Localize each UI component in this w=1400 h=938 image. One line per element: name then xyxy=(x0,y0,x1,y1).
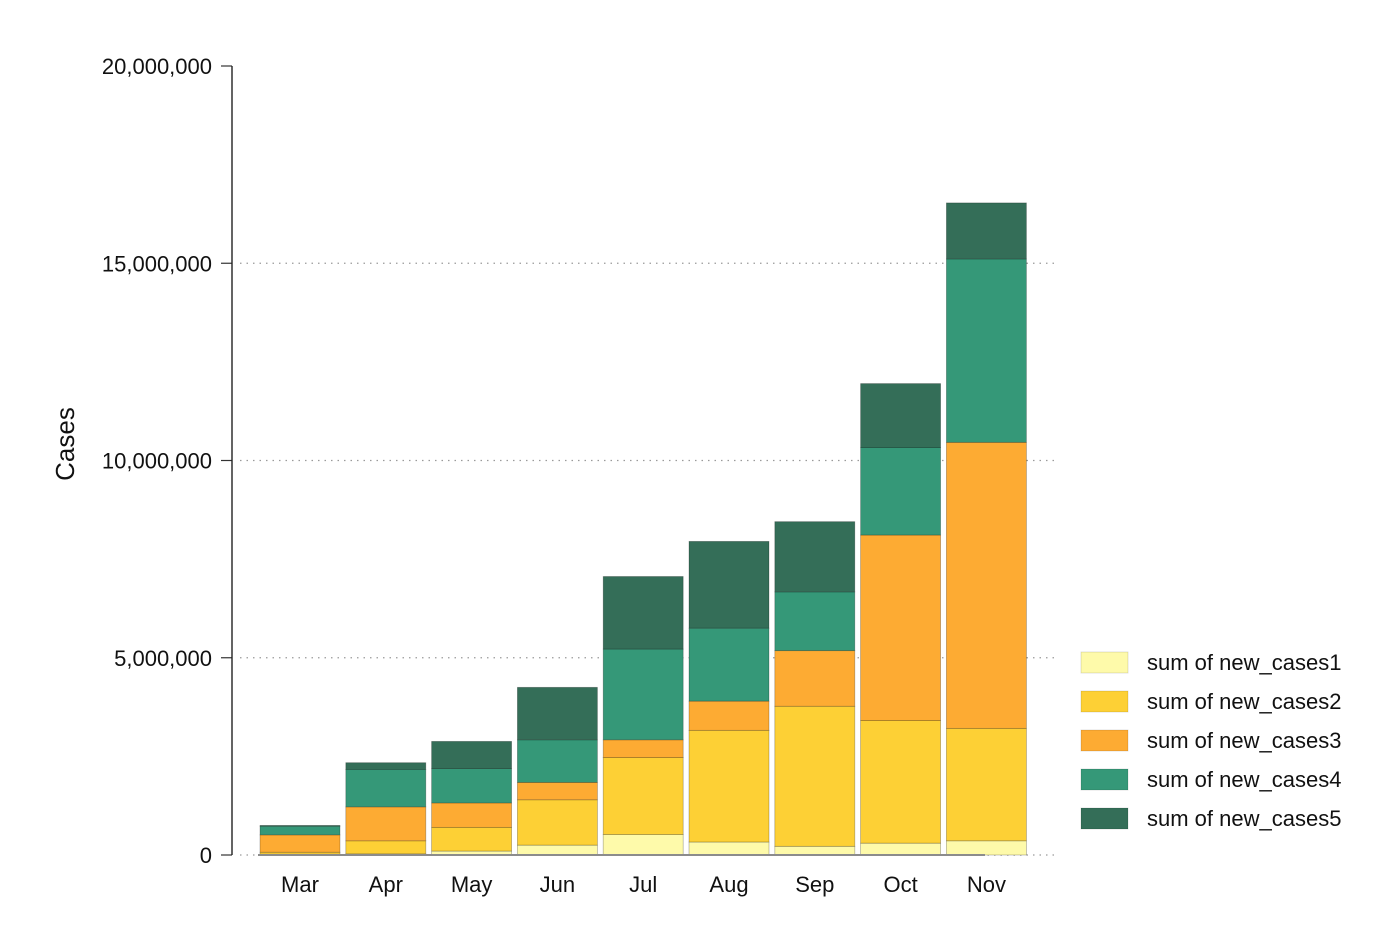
x-tick-label: Nov xyxy=(967,872,1006,897)
bar-segment-jul-series-2 xyxy=(602,757,684,835)
y-tick-label: 15,000,000 xyxy=(102,251,212,276)
bar-segment-nov-series-4 xyxy=(946,258,1027,443)
x-tick-label: May xyxy=(451,872,493,897)
bar-segment-jul-series-4 xyxy=(602,648,684,741)
y-tick-label: 10,000,000 xyxy=(102,449,212,474)
bar-segment-sep-series-1 xyxy=(774,845,856,856)
bar-segment-aug-series-2 xyxy=(688,729,770,843)
x-tick-label: Aug xyxy=(709,872,748,897)
bar-segment-nov-series-3 xyxy=(946,441,1027,729)
legend-label: sum of new_cases1 xyxy=(1147,650,1341,675)
bar-segment-nov-series-5 xyxy=(946,202,1027,260)
y-tick-label: 0 xyxy=(200,843,212,868)
bar-segment-aug-series-4 xyxy=(688,627,770,702)
y-tick-label: 20,000,000 xyxy=(102,54,212,79)
bar-segment-aug-series-1 xyxy=(688,841,770,856)
bar-segment-apr-series-5 xyxy=(345,762,427,770)
legend-swatch xyxy=(1080,807,1129,830)
bar-segment-sep-series-5 xyxy=(774,521,856,593)
bar-segment-jun-series-4 xyxy=(517,739,598,783)
x-tick-label: Apr xyxy=(369,872,403,897)
legend-label: sum of new_cases4 xyxy=(1147,767,1341,792)
bar-segment-apr-series-4 xyxy=(345,768,427,808)
legend-swatch xyxy=(1080,690,1129,713)
bar-segment-may-series-5 xyxy=(431,740,513,770)
bar-segment-jul-series-1 xyxy=(602,834,684,856)
bar-segment-sep-series-3 xyxy=(774,650,856,707)
bar-segment-may-series-2 xyxy=(431,826,513,852)
legend-swatch xyxy=(1080,651,1129,674)
bar-segment-nov-series-2 xyxy=(946,727,1027,842)
bar-segment-jul-series-5 xyxy=(602,576,684,650)
bar-segment-nov-series-1 xyxy=(946,840,1027,856)
bar-segment-apr-series-3 xyxy=(345,806,427,842)
bar-segment-mar-series-3 xyxy=(259,834,341,853)
bar-segment-oct-series-2 xyxy=(860,720,941,844)
x-tick-label: Jun xyxy=(540,872,575,897)
bar-segment-jul-series-3 xyxy=(602,739,684,758)
bar-segment-oct-series-3 xyxy=(860,534,941,721)
bar-segment-oct-series-4 xyxy=(860,447,941,536)
bar-segment-jun-series-3 xyxy=(517,782,598,801)
legend-label: sum of new_cases2 xyxy=(1147,689,1341,714)
axes xyxy=(221,65,985,856)
bars xyxy=(259,202,1027,856)
x-tick-label: Mar xyxy=(281,872,319,897)
x-tick-label: Sep xyxy=(795,872,834,897)
bar-segment-aug-series-5 xyxy=(688,540,770,629)
bar-segment-jun-series-5 xyxy=(517,686,598,741)
bar-segment-sep-series-2 xyxy=(774,705,856,847)
bar-segment-apr-series-2 xyxy=(345,840,427,855)
bar-segment-may-series-4 xyxy=(431,768,513,804)
x-tick-label: Jul xyxy=(629,872,657,897)
bar-segment-oct-series-1 xyxy=(860,842,941,856)
bar-segment-jun-series-1 xyxy=(517,844,598,856)
bar-segment-oct-series-5 xyxy=(860,383,941,448)
legend-label: sum of new_cases3 xyxy=(1147,728,1341,753)
x-tick-labels: Mar Apr May Jun Jul Aug Sep Oct Nov xyxy=(281,872,1006,897)
legend-swatch xyxy=(1080,729,1129,752)
legend-label: sum of new_cases5 xyxy=(1147,806,1341,831)
y-tick-labels: 0 5,000,000 10,000,000 15,000,000 20,000,000 xyxy=(102,54,212,868)
x-tick-label: Oct xyxy=(883,872,917,897)
bar-segment-sep-series-4 xyxy=(774,591,856,652)
y-tick-label: 5,000,000 xyxy=(114,646,212,671)
legend-swatch xyxy=(1080,768,1129,791)
bar-segment-mar-series-4 xyxy=(259,825,341,836)
bar-segment-aug-series-3 xyxy=(688,700,770,731)
bar-segment-mar-series-5 xyxy=(259,825,341,827)
y-axis-title: Cases xyxy=(50,407,80,481)
bar-segment-jun-series-2 xyxy=(517,799,598,846)
bar-segment-may-series-3 xyxy=(431,802,513,828)
